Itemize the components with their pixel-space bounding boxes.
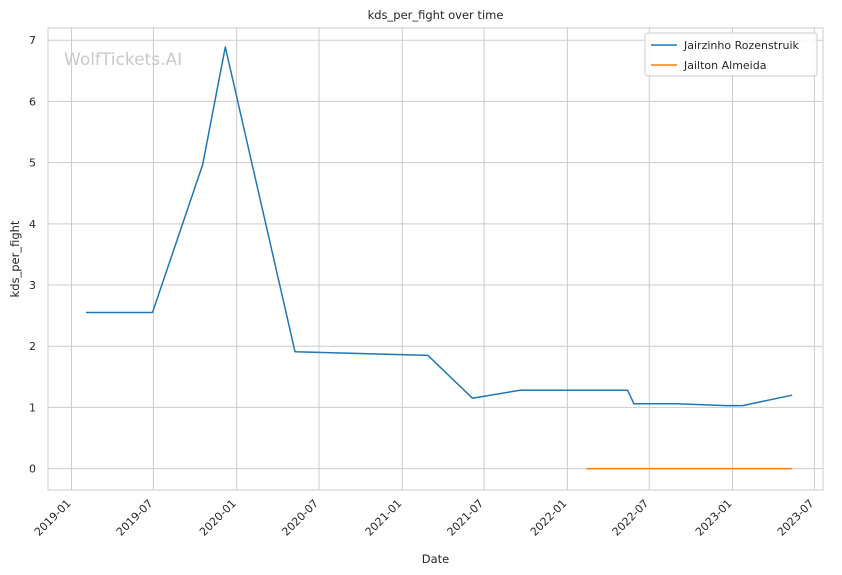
legend-label: Jairzinho Rozenstruik (683, 39, 800, 52)
y-tick-label: 0 (29, 463, 36, 476)
y-tick-label: 2 (29, 340, 36, 353)
y-tick-label: 6 (29, 95, 36, 108)
legend-box (644, 32, 818, 77)
y-axis-title: kds_per_fight (8, 220, 22, 297)
series-line-jairzinho-rozenstruik (86, 46, 793, 407)
chart-title: kds_per_fight over time (368, 8, 504, 22)
legend-label: Jailton Almeida (683, 59, 766, 72)
plot-area-frame (47, 27, 824, 491)
y-tick-label: 1 (29, 401, 36, 414)
y-tick-label: 5 (29, 157, 36, 170)
watermark: WolfTickets.AI (64, 50, 182, 70)
y-tick-label: 3 (29, 279, 36, 292)
legend: Jairzinho Rozenstruik Jailton Almeida (644, 32, 818, 77)
series-lines (86, 46, 793, 470)
y-tick-label: 7 (29, 34, 36, 47)
x-axis-title: Date (422, 552, 450, 566)
y-tick-label: 4 (29, 218, 36, 231)
gridlines (48, 28, 823, 490)
